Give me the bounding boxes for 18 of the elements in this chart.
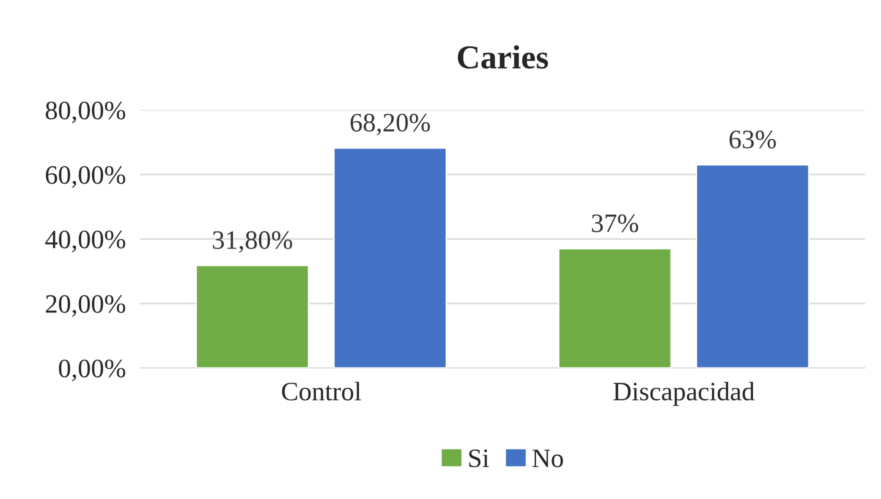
legend-label: Si (469, 450, 489, 468)
data-label: 63% (730, 130, 776, 148)
data-label: 68,20% (350, 114, 430, 136)
y-tick-label: 80,00% (46, 102, 126, 124)
bar (696, 164, 810, 368)
bar (195, 264, 310, 368)
bar (333, 147, 448, 368)
data-label: 37% (592, 214, 638, 232)
bar (558, 248, 672, 368)
x-tick-label: Control (282, 382, 362, 400)
y-tick-label: 60,00% (46, 166, 126, 188)
y-tick-label: 40,00% (45, 230, 126, 252)
y-tick-label: 20,00% (46, 295, 126, 317)
x-tick-label: Discapacidad (613, 382, 754, 406)
legend-label: No (532, 450, 563, 468)
data-label: 31,80% (212, 231, 292, 253)
y-tick-label: 0,00% (58, 360, 126, 382)
chart-title: Caries (458, 45, 548, 69)
